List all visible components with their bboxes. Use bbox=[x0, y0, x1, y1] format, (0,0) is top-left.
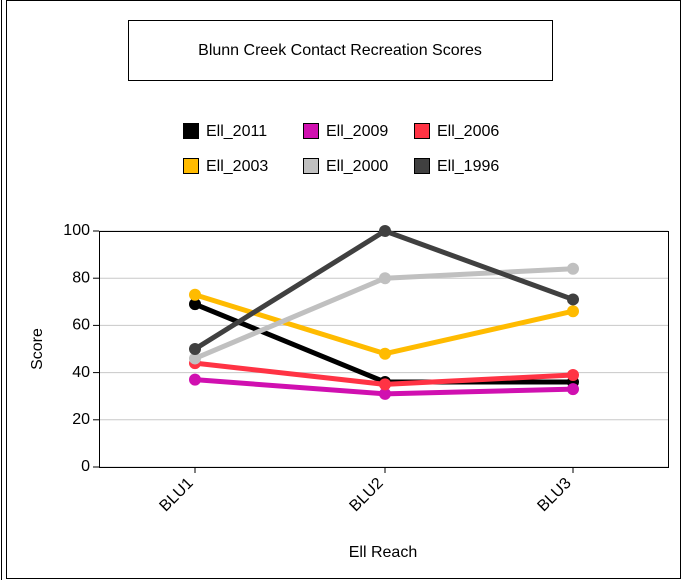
title-box bbox=[128, 20, 553, 81]
point bbox=[189, 298, 201, 311]
chart-title: Blunn Creek Contact Recreation Scores bbox=[198, 42, 482, 59]
point bbox=[189, 288, 201, 301]
x-tick-label: BLU2 bbox=[346, 475, 386, 515]
point bbox=[567, 383, 579, 396]
y-axis-label: Score bbox=[29, 328, 46, 370]
point bbox=[379, 378, 391, 391]
y-tick-label: 40 bbox=[72, 364, 90, 381]
point bbox=[567, 293, 579, 306]
x-tick-label: BLU3 bbox=[534, 475, 574, 515]
frame bbox=[6, 0, 681, 579]
y-tick-label: 20 bbox=[72, 411, 90, 428]
point bbox=[379, 387, 391, 400]
point bbox=[379, 225, 391, 237]
point bbox=[567, 305, 579, 318]
x-tick-label: BLU1 bbox=[156, 475, 196, 515]
legend-swatch bbox=[303, 158, 319, 174]
point bbox=[189, 352, 201, 365]
legend-label: Ell_2006 bbox=[437, 123, 499, 140]
point bbox=[379, 347, 391, 360]
point bbox=[567, 368, 579, 381]
x-axis-label: Ell Reach bbox=[349, 544, 417, 561]
legend-swatch bbox=[183, 158, 199, 174]
point bbox=[567, 262, 579, 275]
legend-label: Ell_2011 bbox=[206, 123, 267, 140]
legend-swatch bbox=[414, 123, 430, 139]
y-tick-label: 0 bbox=[81, 458, 90, 475]
legend-label: Ell_2000 bbox=[326, 158, 388, 175]
legend-swatch bbox=[183, 123, 199, 139]
legend-label: Ell_2009 bbox=[326, 123, 388, 140]
point bbox=[379, 272, 391, 285]
legend-swatch bbox=[303, 123, 319, 139]
y-tick-label: 60 bbox=[72, 317, 90, 334]
point bbox=[189, 343, 201, 355]
legend-label: Ell_1996 bbox=[437, 158, 499, 175]
y-tick-label: 100 bbox=[63, 222, 90, 239]
point bbox=[189, 373, 201, 386]
legend-swatch bbox=[414, 158, 430, 174]
y-tick-label: 80 bbox=[72, 269, 90, 286]
legend-label: Ell_2003 bbox=[206, 158, 268, 175]
